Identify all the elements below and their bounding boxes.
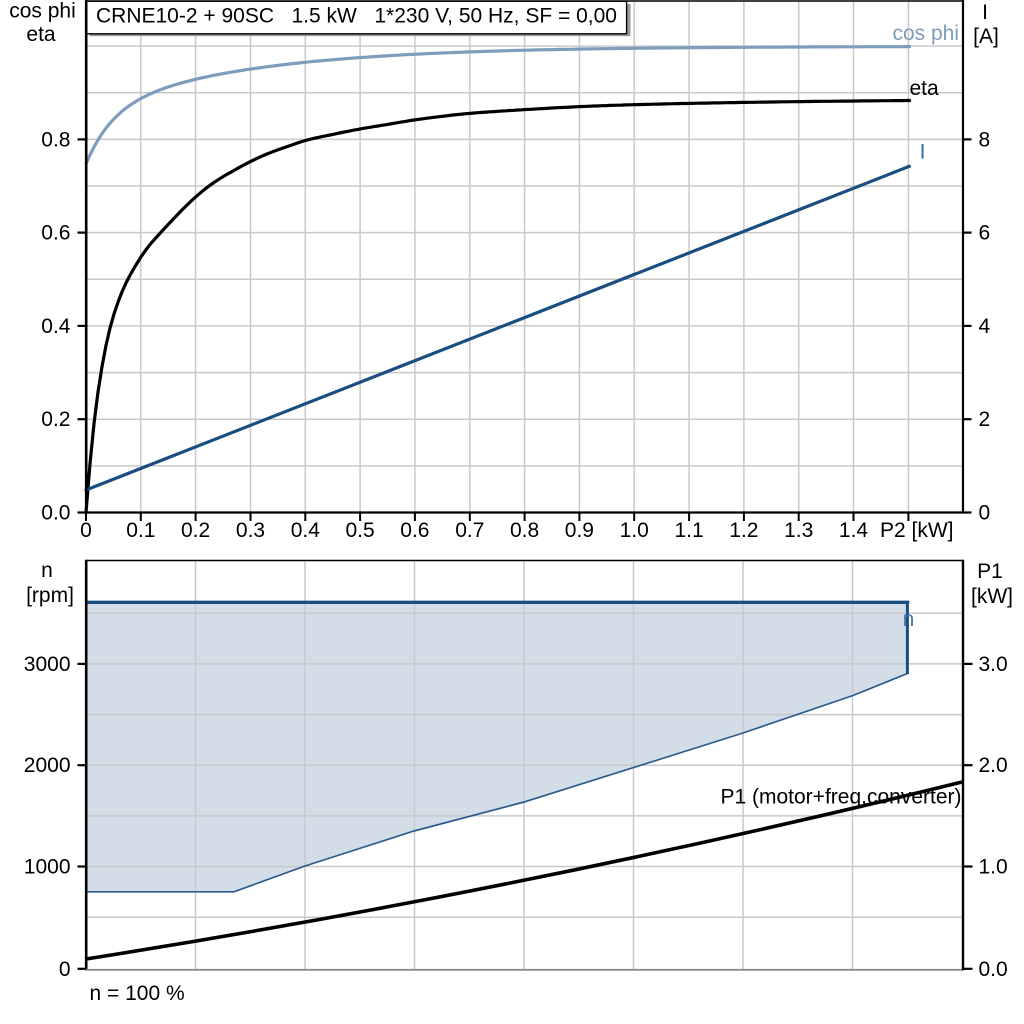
- svg-text:[A]: [A]: [973, 25, 999, 48]
- svg-text:0: 0: [59, 958, 71, 981]
- svg-text:0.4: 0.4: [291, 519, 321, 542]
- svg-text:0.0: 0.0: [41, 502, 70, 525]
- svg-text:0.8: 0.8: [41, 128, 70, 151]
- svg-text:0.2: 0.2: [181, 519, 210, 542]
- svg-text:0.6: 0.6: [400, 519, 429, 542]
- svg-text:cos phi: cos phi: [892, 22, 959, 45]
- svg-text:1.0: 1.0: [620, 519, 649, 542]
- svg-text:0: 0: [80, 519, 92, 542]
- svg-text:eta: eta: [26, 23, 56, 46]
- svg-text:n: n: [41, 559, 53, 582]
- svg-text:6: 6: [979, 222, 991, 245]
- svg-text:0.5: 0.5: [345, 519, 374, 542]
- svg-text:P1: P1: [977, 560, 1003, 583]
- svg-text:I: I: [982, 1, 988, 24]
- svg-text:1000: 1000: [24, 856, 71, 879]
- svg-text:4: 4: [979, 315, 991, 338]
- svg-text:CRNE10-2 + 90SC 1.5 kW 1*2: CRNE10-2 + 90SC 1.5 kW 1*230 V, 50 Hz, S…: [96, 5, 617, 28]
- svg-text:[rpm]: [rpm]: [26, 584, 74, 607]
- svg-text:1.2: 1.2: [729, 519, 758, 542]
- svg-text:0.2: 0.2: [41, 408, 70, 431]
- svg-text:1.4: 1.4: [839, 519, 869, 542]
- svg-text:P1 (motor+freq.converter): P1 (motor+freq.converter): [720, 786, 961, 809]
- svg-text:0.4: 0.4: [41, 315, 71, 338]
- svg-text:1.3: 1.3: [784, 519, 813, 542]
- svg-text:0.6: 0.6: [41, 222, 70, 245]
- svg-text:[kW]: [kW]: [971, 585, 1013, 608]
- svg-text:1.1: 1.1: [674, 519, 703, 542]
- svg-text:8: 8: [979, 128, 991, 151]
- svg-text:0.8: 0.8: [510, 519, 539, 542]
- svg-text:2.0: 2.0: [979, 754, 1008, 777]
- svg-text:0: 0: [979, 502, 991, 525]
- svg-text:eta: eta: [910, 77, 940, 100]
- svg-text:0.0: 0.0: [979, 958, 1008, 981]
- svg-text:2000: 2000: [24, 754, 71, 777]
- svg-text:0.9: 0.9: [565, 519, 594, 542]
- svg-text:0.3: 0.3: [236, 519, 265, 542]
- svg-text:3000: 3000: [24, 653, 71, 676]
- svg-text:2: 2: [979, 408, 991, 431]
- svg-text:n: n: [903, 608, 915, 631]
- svg-text:n = 100 %: n = 100 %: [90, 982, 185, 1005]
- svg-text:P2 [kW]: P2 [kW]: [880, 519, 954, 542]
- svg-text:0.1: 0.1: [126, 519, 155, 542]
- svg-text:0.7: 0.7: [455, 519, 484, 542]
- svg-text:3.0: 3.0: [979, 653, 1008, 676]
- svg-text:1.0: 1.0: [979, 856, 1008, 879]
- svg-text:cos phi: cos phi: [9, 0, 76, 23]
- svg-text:I: I: [920, 141, 926, 164]
